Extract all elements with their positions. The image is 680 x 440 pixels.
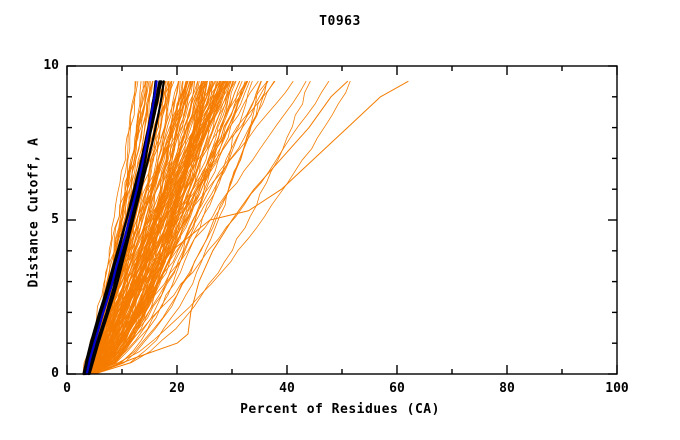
prediction-curve — [94, 81, 311, 375]
prediction-curve — [84, 81, 330, 375]
x-tick-label: 60 — [389, 381, 405, 396]
outlier-far-right — [91, 80, 409, 375]
axes-layer — [66, 65, 618, 375]
prediction-curve — [87, 81, 211, 375]
prediction-curve — [86, 81, 214, 375]
prediction-curve — [89, 81, 191, 375]
x-tick-label: 100 — [605, 381, 629, 396]
prediction-curve — [86, 81, 351, 375]
prediction-curve — [85, 81, 175, 375]
y-tick-label: 10 — [43, 58, 59, 73]
prediction-curve — [93, 81, 262, 375]
x-tick-label: 20 — [169, 381, 185, 396]
target-reference-blue — [85, 80, 158, 376]
prediction-curve — [86, 81, 200, 375]
prediction-curve — [85, 81, 237, 375]
prediction-curve — [92, 81, 250, 375]
x-axis-label: Percent of Residues (CA) — [240, 402, 440, 417]
prediction-curve — [94, 81, 205, 375]
prediction-curve — [92, 81, 194, 375]
reference-black-6 — [82, 80, 162, 376]
page-title: T0963 — [319, 14, 361, 29]
prediction-curve — [87, 81, 192, 375]
prediction-curve — [89, 81, 228, 375]
prediction-curve — [88, 81, 188, 375]
y-tick-label: 0 — [51, 366, 59, 381]
prediction-curve — [93, 81, 198, 375]
prediction-curve — [92, 81, 187, 375]
prediction-curve — [83, 81, 206, 375]
prediction-curve — [86, 81, 219, 375]
x-tick-label: 80 — [499, 381, 515, 396]
curves-layer — [82, 80, 409, 376]
prediction-curve — [88, 81, 180, 375]
prediction-curve — [89, 81, 208, 375]
prediction-curve — [93, 81, 275, 375]
x-tick-label: 0 — [63, 381, 71, 396]
prediction-curve — [85, 81, 211, 375]
prediction-curve — [88, 81, 294, 375]
x-tick-label: 40 — [279, 381, 295, 396]
reference-black-5 — [88, 80, 165, 376]
prediction-curve — [87, 81, 225, 375]
outlier-step-low — [94, 80, 348, 375]
prediction-curve — [94, 81, 268, 375]
y-tick-label: 5 — [51, 212, 59, 227]
